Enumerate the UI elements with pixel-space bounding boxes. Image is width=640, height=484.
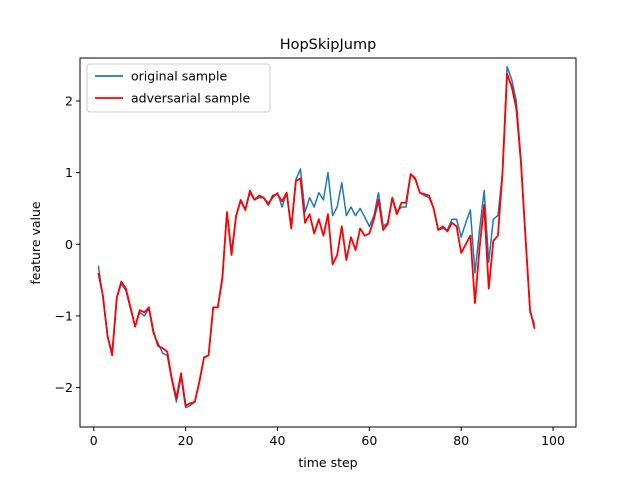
- x-tick-label: 20: [178, 433, 194, 448]
- x-tick-label: 40: [270, 433, 286, 448]
- legend: original sample adversarial sample: [86, 63, 271, 113]
- y-tick-label: 1: [65, 165, 73, 180]
- y-axis-label: feature value: [28, 201, 43, 285]
- y-axis: −2 −1 0 1 2: [55, 93, 80, 395]
- plot-area: [80, 58, 576, 427]
- y-tick-label: 0: [65, 237, 73, 252]
- x-axis-label: time step: [298, 455, 357, 470]
- y-tick-label: −2: [55, 380, 73, 395]
- y-tick-label: −1: [55, 308, 73, 323]
- x-tick-label: 60: [361, 433, 377, 448]
- x-axis: 0 20 40 60 80 100: [90, 427, 565, 448]
- x-tick-label: 100: [541, 433, 565, 448]
- legend-label: original sample: [131, 69, 227, 84]
- y-tick-label: 2: [65, 93, 73, 108]
- legend-label: adversarial sample: [131, 91, 250, 106]
- x-tick-label: 80: [453, 433, 469, 448]
- legend-box: [86, 63, 271, 113]
- series-line-adversarial-sample: [97, 72, 536, 407]
- plot-frame: [79, 57, 577, 428]
- chart-title: HopSkipJump: [280, 37, 377, 53]
- series-group: [97, 65, 536, 409]
- x-tick-label: 0: [90, 433, 98, 448]
